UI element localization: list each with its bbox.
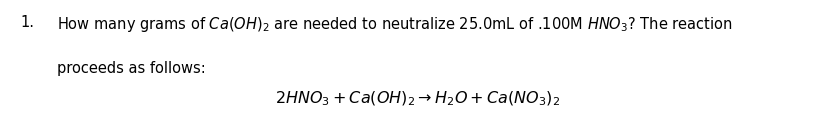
Text: $\mathit{2HNO_3 + Ca(OH)_2 \rightarrow H_2O + Ca(NO_3)_2}$: $\mathit{2HNO_3 + Ca(OH)_2 \rightarrow H… (275, 89, 560, 108)
Text: 1.: 1. (21, 15, 35, 30)
Text: proceeds as follows:: proceeds as follows: (57, 61, 205, 76)
Text: How many grams of $\mathit{Ca(OH)_2}$ are needed to neutralize 25.0mL of .100M $: How many grams of $\mathit{Ca(OH)_2}$ ar… (57, 15, 732, 34)
